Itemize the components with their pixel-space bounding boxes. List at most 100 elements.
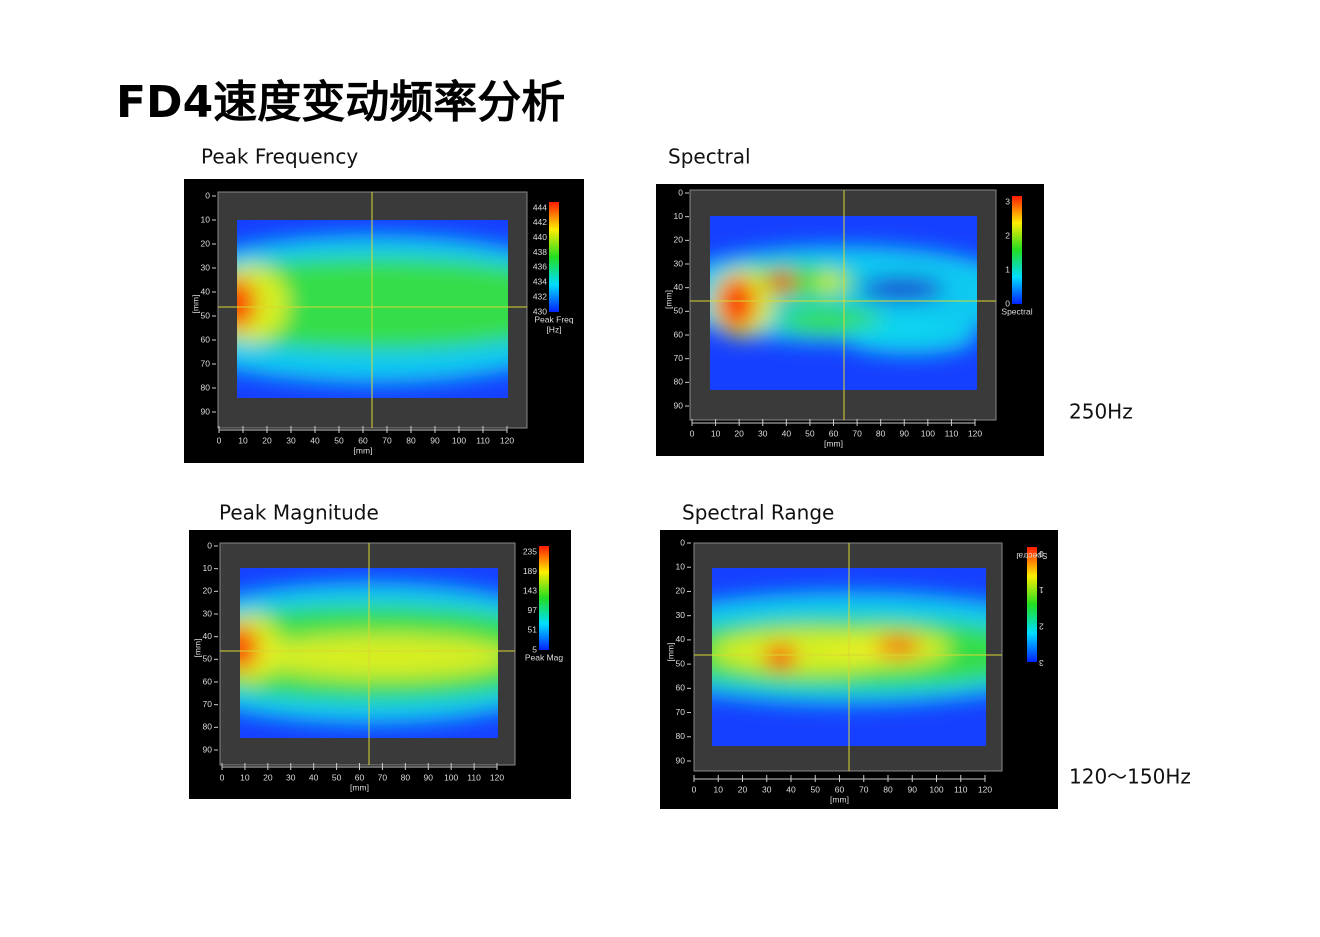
y-tick-label: 70: [203, 699, 213, 709]
y-tick-label: 10: [676, 561, 686, 571]
y-tick-label: 50: [676, 658, 686, 668]
y-tick-label: 60: [676, 683, 686, 693]
x-tick-label: 50: [811, 784, 821, 794]
colorbar-tick-label: 2: [1039, 621, 1044, 631]
x-tick-label: 60: [355, 772, 365, 782]
x-tick-label: 10: [238, 435, 248, 445]
colorbar-label: Peak Mag: [525, 652, 564, 662]
x-tick-label: 20: [734, 428, 744, 438]
y-tick-label: 10: [203, 563, 213, 573]
y-tick-label: 60: [203, 676, 213, 686]
y-tick-label: 70: [201, 358, 211, 368]
colorbar-tick-label: 1: [1005, 264, 1010, 274]
x-tick-label: 10: [240, 772, 250, 782]
x-tick-label: 30: [286, 435, 296, 445]
colorbar-tick-label: 5: [532, 644, 537, 654]
y-tick-label: 30: [674, 258, 684, 268]
y-tick-label: 20: [201, 238, 211, 248]
colorbar-tick-label: 0: [1039, 549, 1044, 559]
y-tick-label: 50: [203, 654, 213, 664]
y-tick-label: 80: [203, 722, 213, 732]
x-tick-label: 80: [401, 772, 411, 782]
y-tick-label: 40: [676, 634, 686, 644]
y-tick-label: 70: [674, 353, 684, 363]
colorbar-tick-label: 434: [533, 277, 547, 287]
x-tick-label: 0: [692, 784, 697, 794]
slide-title: FD4速度变动频率分析: [116, 77, 565, 128]
x-tick-label: 120: [968, 428, 982, 438]
x-tick-label: 50: [332, 772, 342, 782]
x-tick-label: 60: [829, 428, 839, 438]
y-tick-label: 20: [203, 586, 213, 596]
x-tick-label: 40: [309, 772, 319, 782]
x-tick-label: 80: [876, 428, 886, 438]
y-tick-label: 10: [201, 214, 211, 224]
colorbar-tick-label: 97: [528, 605, 538, 615]
x-tick-label: 110: [945, 428, 959, 438]
heat-field: [237, 234, 508, 384]
x-tick-label: 70: [859, 784, 869, 794]
colorbar-tick-label: 442: [533, 217, 547, 227]
heat-blob: [876, 637, 921, 656]
x-tick-label: 40: [782, 428, 792, 438]
colorbar-label: Spectral: [1001, 306, 1032, 316]
y-axis-label: [mm]: [665, 643, 675, 662]
colorbar-tick-label: 440: [533, 232, 547, 242]
y-tick-label: 50: [201, 310, 211, 320]
y-tick-label: 90: [674, 400, 684, 410]
panel-caption: Spectral Range: [682, 501, 834, 525]
colorbar-tick-label: 51: [528, 625, 538, 635]
x-tick-label: 10: [711, 428, 721, 438]
y-tick-label: 30: [676, 610, 686, 620]
x-tick-label: 20: [263, 772, 273, 782]
heat-blob: [814, 273, 847, 291]
y-tick-label: 40: [201, 286, 211, 296]
colorbar-label: Spectral: [1016, 551, 1047, 561]
x-tick-label: 90: [900, 428, 910, 438]
colorbar-tick-label: 189: [523, 566, 537, 576]
panel-caption: Peak Frequency: [201, 145, 358, 169]
y-tick-label: 40: [674, 282, 684, 292]
x-tick-label: 30: [762, 784, 772, 794]
y-tick-label: 60: [674, 329, 684, 339]
heat-blob: [776, 306, 884, 335]
colorbar-tick-label: 432: [533, 291, 547, 301]
heat-blob: [240, 625, 259, 670]
colorbar-tick-label: 143: [523, 585, 537, 595]
x-axis-label: [mm]: [824, 438, 843, 448]
x-tick-label: 40: [310, 435, 320, 445]
x-tick-label: 70: [852, 428, 862, 438]
x-axis-label: [mm]: [354, 445, 373, 455]
colorbar-tick-label: 2: [1005, 230, 1010, 240]
x-axis-label: [mm]: [830, 794, 849, 804]
y-tick-label: 50: [674, 306, 684, 316]
heat-blob: [237, 278, 256, 329]
heat-blob: [718, 276, 756, 330]
colorbar: [1027, 547, 1037, 662]
x-tick-label: 100: [444, 772, 458, 782]
x-tick-label: 20: [262, 435, 272, 445]
y-tick-label: 20: [676, 586, 686, 596]
y-tick-label: 0: [207, 540, 212, 550]
x-tick-label: 110: [467, 772, 481, 782]
heat-blob: [237, 264, 289, 343]
y-axis-label: [mm]: [192, 639, 202, 658]
y-tick-label: 30: [203, 608, 213, 618]
y-tick-label: 70: [676, 707, 686, 717]
heat-blob: [859, 276, 945, 302]
y-tick-label: 60: [201, 334, 211, 344]
x-tick-label: 80: [406, 435, 416, 445]
heat-blob: [252, 634, 498, 679]
heat-blob: [764, 644, 797, 670]
heatmap: [710, 216, 977, 390]
colorbar-tick-label: 444: [533, 202, 547, 212]
y-axis-label: [mm]: [190, 295, 200, 314]
x-tick-label: 0: [220, 772, 225, 782]
note: 120～150Hz: [1069, 765, 1191, 789]
colorbar-tick-label: 438: [533, 247, 547, 257]
panel-caption: Spectral: [668, 145, 751, 169]
x-axis-label: [mm]: [350, 782, 369, 792]
